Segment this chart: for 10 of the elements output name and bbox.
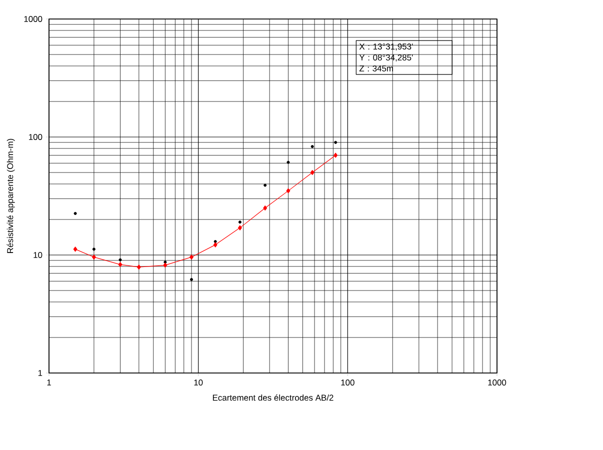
x-tick-label: 10 (194, 380, 203, 386)
y-tick-label: 100 (29, 134, 42, 140)
y-tick-label: 1000 (24, 16, 42, 22)
y-axis-title: Résistivité apparente (Ohm-m) (6, 138, 15, 253)
x-tick-label: 1000 (488, 380, 506, 386)
x-tick-label: 100 (341, 380, 354, 386)
y-tick-label: 10 (34, 252, 42, 258)
y-tick-label: 1 (38, 370, 42, 376)
x-axis-title: Ecartement des électrodes AB/2 (212, 394, 334, 401)
x-tick-label: 1 (47, 380, 51, 386)
